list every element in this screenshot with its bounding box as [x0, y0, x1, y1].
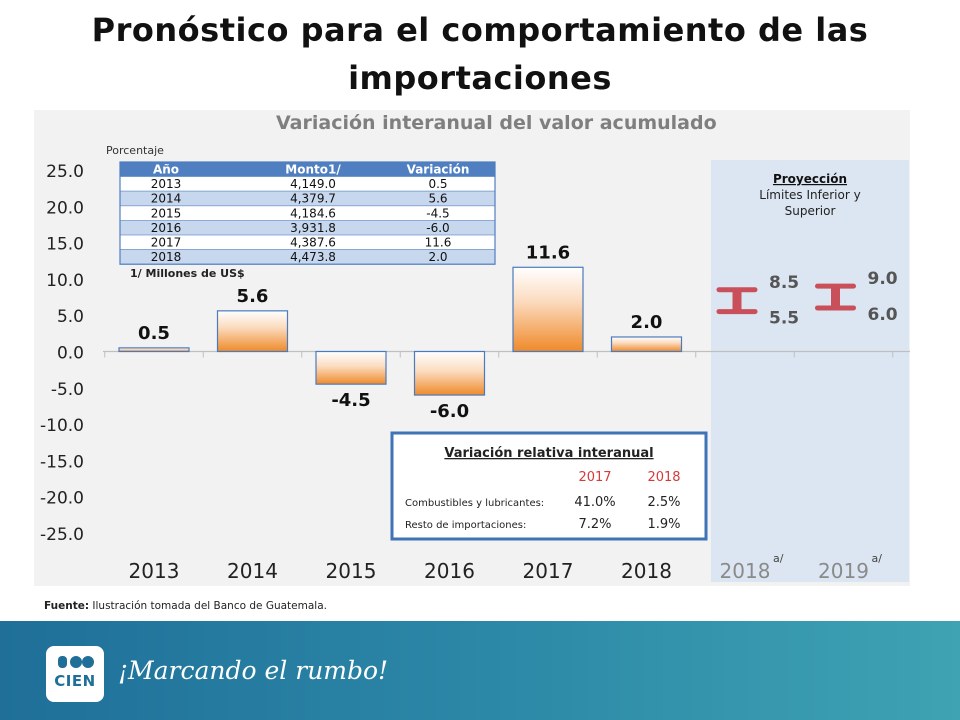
- table-cell: 4,379.7: [290, 192, 336, 206]
- y-tick-label: 5.0: [57, 307, 84, 327]
- table-cell: 3,931.8: [290, 221, 336, 235]
- source-note: Fuente: Ilustración tomada del Banco de …: [44, 600, 327, 612]
- table-cell: -6.0: [426, 221, 449, 235]
- logo-mark-icon: [58, 656, 94, 668]
- relative-value: 1.9%: [647, 517, 680, 532]
- y-tick-label: 25.0: [46, 162, 84, 182]
- x-tick-label: 2014: [227, 559, 278, 583]
- bar-value-label: 2.0: [631, 312, 663, 333]
- slogan: ¡Marcando el rumbo!: [118, 656, 389, 685]
- table-cell: 2016: [151, 221, 182, 235]
- x-tick-label: 2018: [621, 559, 672, 583]
- relative-year-header: 2018: [647, 470, 680, 485]
- table-cell: 2013: [151, 177, 182, 191]
- table-cell: 0.5: [428, 177, 447, 191]
- table-cell: 4,149.0: [290, 177, 336, 191]
- y-tick-label: -5.0: [51, 380, 84, 400]
- data-table: Año Monto1/Variación 2013 4,149.0 0.5 2014 4,3…: [119, 161, 496, 280]
- projection-background: [711, 160, 909, 582]
- slide-title: Pronóstico para el comportamiento de las…: [91, 11, 869, 97]
- table-cell: 2.0: [428, 250, 447, 264]
- projection-title: Proyección: [773, 172, 847, 186]
- table-header-cell: Variación: [407, 163, 470, 177]
- bar-value-label: 0.5: [138, 323, 170, 344]
- relative-title: Variación relativa interanual: [444, 446, 653, 461]
- relative-box-border: [390, 431, 708, 541]
- x-tick-label: 2013: [129, 559, 180, 583]
- projection-lower-label: 5.5: [769, 309, 799, 329]
- y-tick-label: -10.0: [40, 416, 84, 436]
- bar-2015: [315, 350, 387, 385]
- table-border: [119, 161, 496, 265]
- bar-2018: [610, 336, 683, 353]
- relative-value: 2.5%: [647, 495, 680, 510]
- y-tick-label: -25.0: [40, 525, 84, 545]
- y-tick-label: -15.0: [40, 452, 84, 472]
- bar-value-label: 11.6: [526, 242, 570, 263]
- projection-subtitle: Límites Inferior y: [759, 188, 860, 202]
- x-tick-label-projection: 2018: [720, 559, 771, 583]
- bar-value-label: -6.0: [430, 401, 469, 422]
- y-axis-title: Porcentaje: [106, 144, 164, 157]
- bars: 0.5 5.6 -4.5 -6.0 11.6 2.0: [118, 242, 683, 422]
- axes: Porcentaje 25.0 20.0 15.0 10.0 5.0 0.0 -5.0 -10.…: [40, 144, 910, 583]
- y-tick-label: 15.0: [46, 235, 84, 255]
- bar-2013: [118, 347, 190, 353]
- table-cell: -4.5: [426, 206, 449, 220]
- relative-variation-box: Variación relativa interanual 2017 2018 Com…: [390, 431, 708, 541]
- y-tick-label: 10.0: [46, 271, 84, 291]
- projection-lower-label: 6.0: [868, 305, 898, 325]
- x-tick-label: 2017: [523, 559, 574, 583]
- relative-row-label: Resto de importaciones:: [405, 520, 526, 531]
- y-tick-label: 20.0: [46, 198, 84, 218]
- table-header-row: [120, 162, 495, 177]
- bar-value-label: 5.6: [237, 286, 269, 307]
- x-tick-superscript: a/: [872, 552, 883, 565]
- table-cell: 2017: [151, 236, 182, 250]
- projection-subtitle: Superior: [785, 204, 836, 218]
- relative-value: 7.2%: [578, 517, 611, 532]
- logo-text: CIEN: [54, 672, 96, 690]
- table-cell: 5.6: [428, 192, 447, 206]
- table-footnote: 1/ Millones de US$: [130, 267, 245, 280]
- bar-2014: [216, 310, 289, 353]
- bar-2016: [413, 350, 486, 396]
- projection-group: Proyección Límites Inferior y Superior 8.5 5…: [716, 172, 898, 329]
- table-cell: 4,184.6: [290, 206, 336, 220]
- table-cell: 4,473.8: [290, 250, 336, 264]
- table-cell: 2018: [151, 250, 182, 264]
- table-cell: 2014: [151, 192, 182, 206]
- cien-logo: CIEN: [46, 646, 104, 702]
- table-cell: 4,387.6: [290, 236, 336, 250]
- relative-value: 41.0%: [574, 495, 615, 510]
- x-tick-superscript: a/: [773, 552, 784, 565]
- chart-svg: Porcentaje 25.0 20.0 15.0 10.0 5.0 0.0 -5.0 -10.…: [40, 144, 910, 583]
- projection-upper-label: 8.5: [769, 273, 799, 293]
- chart-title: Variación interanual del valor acumulado: [276, 112, 717, 134]
- table-cell: 2015: [151, 206, 182, 220]
- x-tick-label: 2015: [326, 559, 377, 583]
- table-cell: 11.6: [425, 236, 452, 250]
- bar-value-label: -4.5: [331, 390, 370, 411]
- relative-year-header: 2017: [578, 470, 611, 485]
- table-header-cell: Monto1/: [285, 163, 341, 177]
- y-tick-label: -20.0: [40, 489, 84, 509]
- y-tick-label: 0.0: [57, 344, 84, 364]
- relative-row-label: Combustibles y lubricantes:: [405, 498, 544, 509]
- table-header-cell: Año: [153, 163, 179, 177]
- x-tick-label: 2016: [424, 559, 475, 583]
- projection-upper-label: 9.0: [868, 269, 898, 289]
- bar-2017: [512, 266, 584, 353]
- footer-band: [0, 621, 960, 720]
- x-tick-label-projection: 2019: [818, 559, 869, 583]
